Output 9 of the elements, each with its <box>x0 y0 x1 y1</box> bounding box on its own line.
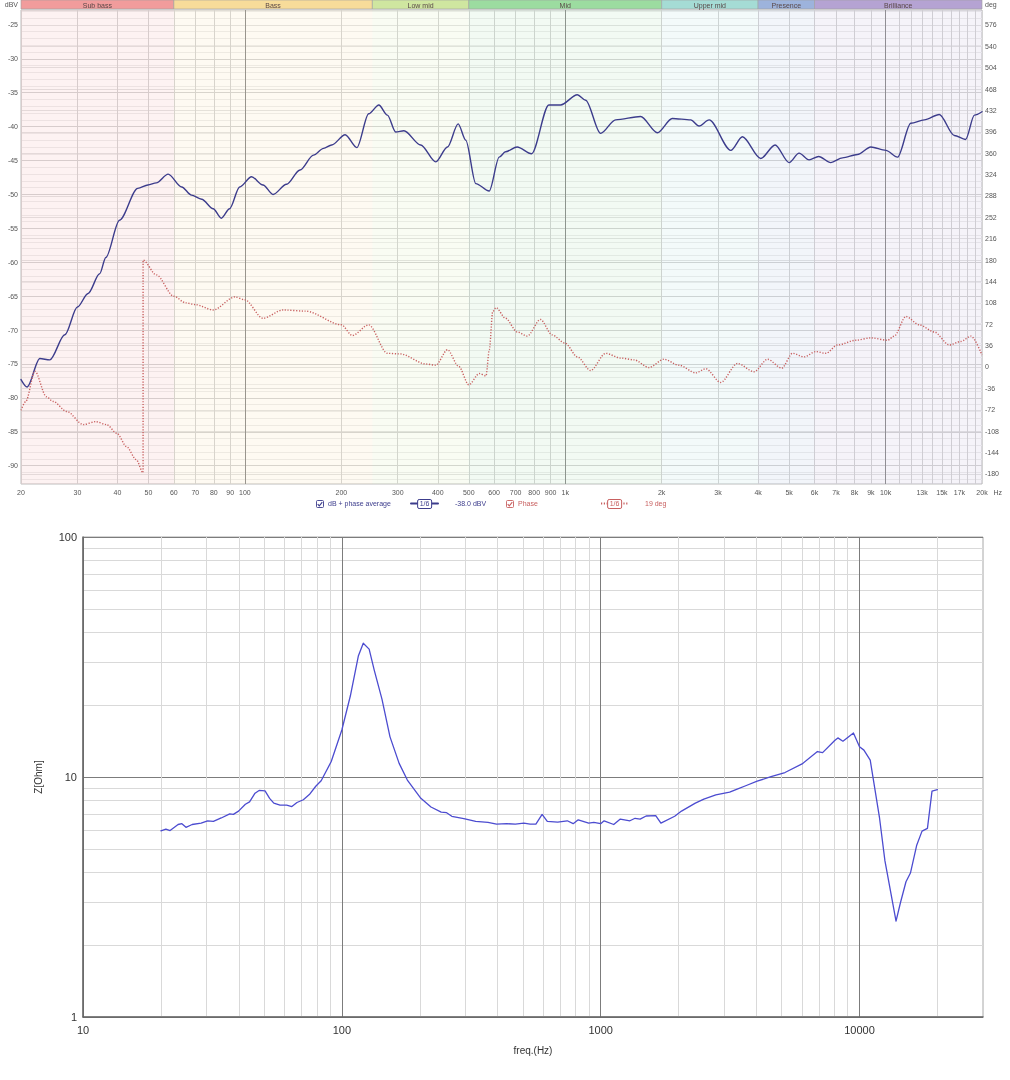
y-tick-label: 10 <box>64 771 77 783</box>
x-tick-label: 10 <box>76 1023 90 1036</box>
x-tick-label: 100 <box>332 1023 352 1036</box>
y-axis-title: Z[Ohm] <box>32 760 44 794</box>
x-tick-label: 10000 <box>844 1023 875 1036</box>
x-axis-title: freq.(Hz) <box>513 1044 553 1056</box>
x-tick-label: 1000 <box>588 1023 613 1036</box>
y-tick-label: 1 <box>70 1011 77 1023</box>
y-tick-label: 100 <box>58 531 77 543</box>
